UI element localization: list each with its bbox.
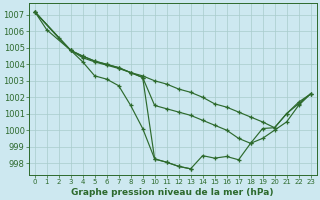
X-axis label: Graphe pression niveau de la mer (hPa): Graphe pression niveau de la mer (hPa) <box>71 188 274 197</box>
